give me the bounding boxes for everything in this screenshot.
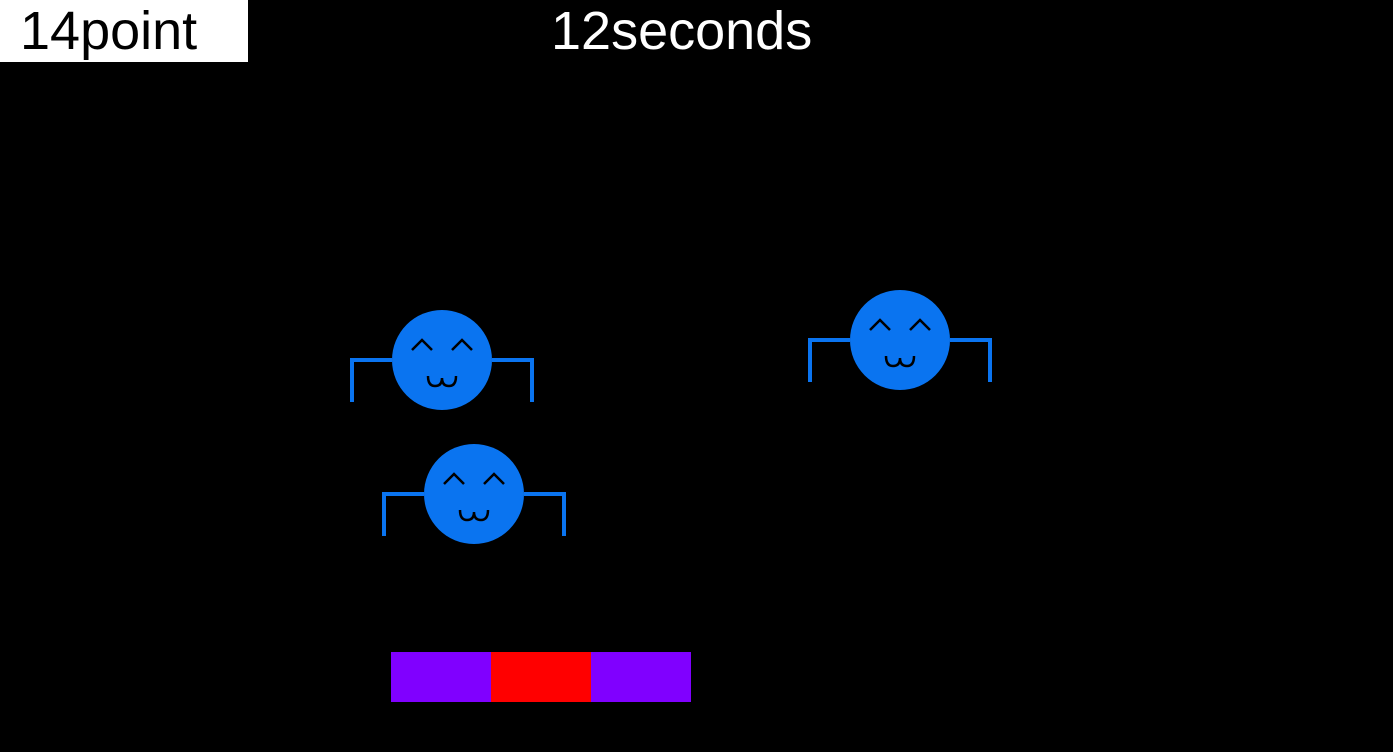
score-display: 14point — [0, 0, 248, 62]
smiling-spider-icon — [350, 310, 534, 410]
timer-display: 12seconds — [551, 0, 812, 62]
smiling-spider-icon — [382, 444, 566, 544]
smiling-spider-icon — [808, 290, 992, 390]
score-label: 14point — [20, 1, 198, 61]
paddle-center-segment — [491, 652, 591, 702]
paddle-left-segment — [391, 652, 491, 702]
enemy-3 — [382, 444, 566, 544]
paddle-right-segment — [591, 652, 691, 702]
timer-label: 12seconds — [551, 1, 813, 61]
enemy-2 — [808, 290, 992, 390]
enemy-1 — [350, 310, 534, 410]
player-paddle[interactable] — [391, 652, 691, 702]
